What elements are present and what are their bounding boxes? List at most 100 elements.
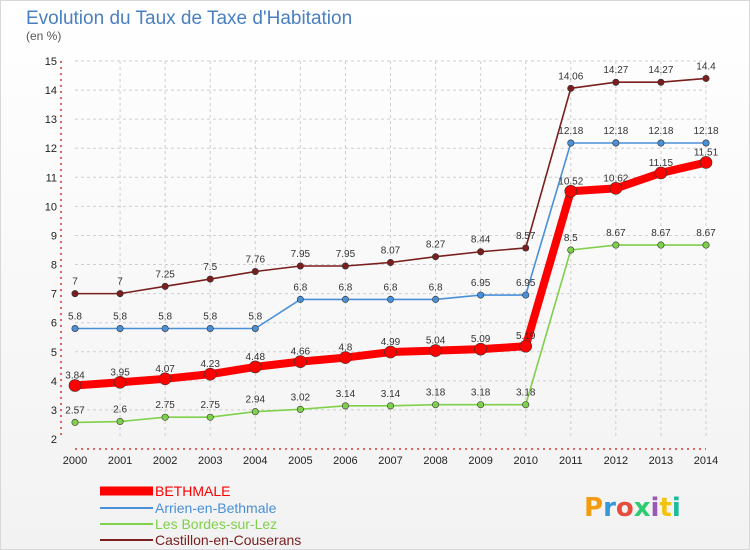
x-tick-label: 2004	[243, 455, 267, 467]
data-point	[567, 84, 575, 92]
data-point	[386, 259, 394, 267]
data-point	[71, 418, 79, 426]
data-point	[158, 372, 172, 386]
data-point	[296, 405, 304, 413]
data-point	[477, 291, 485, 299]
data-label: 6.8	[384, 282, 398, 293]
data-point	[657, 78, 665, 86]
series-group: 7 7 7.25 7.5 7.76 7.95 7.95 8.07 8.27 8.44 8.57 14.…	[65, 61, 719, 426]
data-point	[294, 355, 307, 368]
data-point	[657, 139, 665, 147]
data-point	[339, 351, 352, 364]
data-point	[477, 401, 485, 409]
data-label: 8.67	[606, 228, 626, 239]
data-point	[251, 408, 259, 416]
data-label: 5.8	[68, 312, 82, 323]
data-point	[161, 282, 169, 290]
data-label: 2.57	[65, 405, 85, 416]
data-point	[161, 325, 169, 333]
grid	[75, 60, 707, 439]
data-label: 5.8	[203, 312, 217, 323]
data-point	[612, 241, 620, 249]
data-label: 12.18	[693, 126, 718, 137]
data-label: 4.8	[338, 343, 352, 354]
data-point	[474, 342, 487, 356]
data-label: 14.27	[648, 65, 673, 76]
data-point	[702, 139, 710, 147]
data-point	[113, 375, 127, 389]
data-label: 14.06	[558, 71, 583, 82]
data-point	[567, 139, 575, 147]
x-tick-label: 2006	[333, 455, 357, 467]
data-point	[248, 360, 262, 374]
y-tick-label: 9	[51, 230, 57, 242]
data-label: 4.66	[291, 347, 311, 358]
data-point	[564, 184, 578, 198]
data-point	[519, 339, 533, 353]
data-point	[612, 139, 620, 147]
data-label: 8.5	[564, 233, 578, 244]
x-tick-label: 2001	[108, 455, 132, 467]
data-point	[341, 262, 349, 270]
data-point	[702, 74, 710, 82]
data-label: 5.19	[516, 331, 536, 342]
logo: Proxiti	[584, 493, 681, 523]
y-tick-label: 5	[51, 347, 57, 359]
data-label: 8.07	[381, 246, 401, 257]
data-label: 7	[117, 277, 123, 288]
data-point	[429, 344, 442, 357]
data-label: 8.44	[471, 235, 491, 246]
data-point	[251, 325, 259, 333]
data-label: 11.15	[649, 158, 674, 169]
y-tick-label: 6	[51, 318, 57, 330]
data-label: 5.8	[113, 312, 127, 323]
data-label: 5.04	[426, 336, 446, 347]
data-point	[68, 379, 82, 392]
legend-label: Les Bordes-sur-Lez	[155, 516, 277, 532]
x-tick-label: 2005	[288, 455, 312, 467]
x-tick-label: 2008	[423, 455, 447, 467]
x-tick-label: 2000	[63, 455, 87, 467]
data-label: 5.8	[248, 312, 262, 323]
y-tick-label: 14	[45, 85, 57, 97]
data-label: 7.95	[336, 249, 356, 260]
data-label: 12.18	[648, 126, 673, 137]
y-tick-label: 7	[51, 289, 57, 301]
data-label: 8.67	[651, 228, 671, 239]
legend-label: Castillon-en-Couserans	[155, 532, 301, 548]
x-tick-label: 2002	[153, 455, 177, 467]
data-point	[341, 402, 349, 410]
chart-subtitle: (en %)	[26, 29, 61, 43]
data-point	[432, 295, 440, 303]
data-label: 11.51	[694, 147, 719, 158]
data-label: 6.95	[471, 278, 491, 289]
y-tick-label: 15	[45, 56, 57, 68]
data-point	[522, 244, 530, 252]
legend-label: Arrien-en-Bethmale	[155, 500, 277, 516]
data-label: 3.84	[65, 370, 85, 381]
data-point	[699, 156, 713, 169]
data-label: 3.95	[110, 367, 130, 378]
data-label: 14.27	[603, 65, 628, 76]
y-tick-label: 10	[45, 201, 57, 213]
y-tick-label: 4	[51, 376, 57, 388]
data-point	[251, 268, 259, 276]
data-point	[522, 401, 530, 409]
data-label: 12.18	[558, 126, 583, 137]
data-point	[386, 402, 394, 410]
y-tick-label: 2	[51, 434, 57, 446]
data-point	[116, 418, 124, 426]
x-tick-label: 2013	[649, 455, 673, 467]
data-label: 14.4	[696, 61, 716, 72]
data-label: 4.07	[155, 364, 175, 375]
data-point	[71, 290, 79, 298]
axes: 2 3 4 5 6 7 8 9 10 11 12 13 14 15 2000 2001 2002 2003 2004…	[45, 56, 718, 467]
data-label: 12.18	[603, 126, 628, 137]
data-point	[206, 275, 214, 283]
data-label: 7.95	[291, 249, 311, 260]
data-label: 6.8	[429, 282, 443, 293]
data-point	[432, 253, 440, 261]
data-label: 4.99	[381, 337, 401, 348]
